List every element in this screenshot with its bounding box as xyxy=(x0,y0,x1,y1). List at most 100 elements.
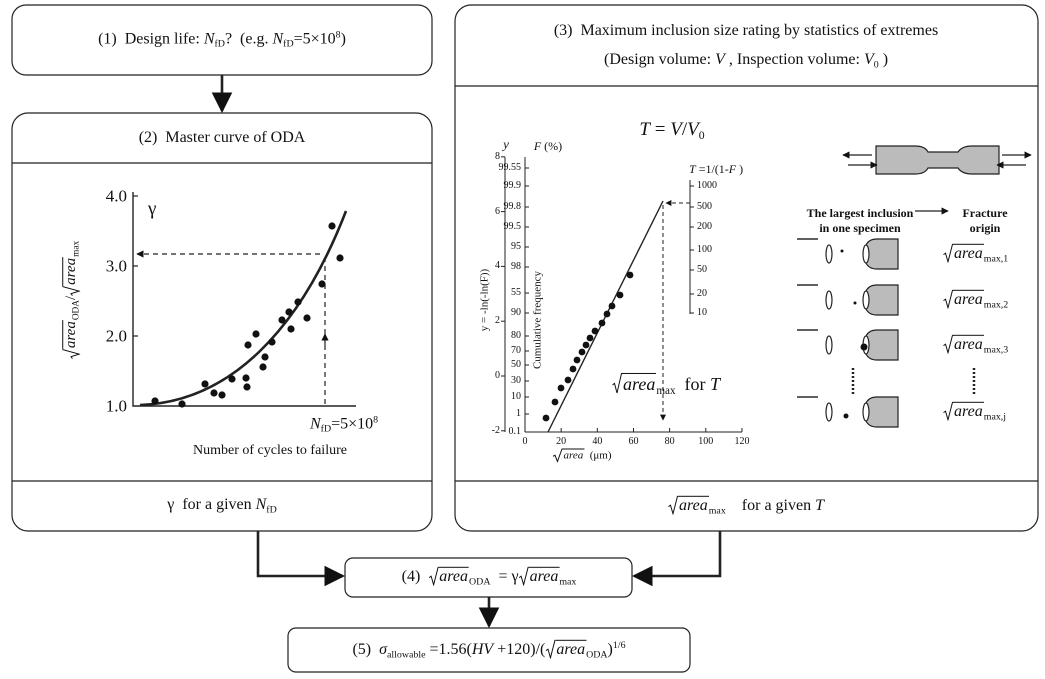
text-part: , Inspection volume: xyxy=(724,50,864,68)
text-part: y = -ln(-ln(F)) xyxy=(478,268,491,332)
y-tick-label: 8 xyxy=(495,151,500,162)
t-tick-label: 50 xyxy=(697,265,707,275)
step-3-footer: areamax for a given T xyxy=(668,495,825,516)
text-part: / xyxy=(63,295,80,301)
text-part: 6 xyxy=(495,205,500,217)
text-part: area xyxy=(678,496,708,514)
text-part: T xyxy=(710,373,721,394)
text-part: N xyxy=(255,495,267,513)
radical-stroke xyxy=(943,334,953,354)
text-part: (3) Maximum inclusion size rating by sta… xyxy=(553,22,939,39)
radical-stroke xyxy=(62,285,81,296)
inclusion xyxy=(843,413,849,419)
text-part: 0.1 xyxy=(508,426,522,437)
section xyxy=(825,402,833,422)
text-part: 2.0 xyxy=(105,326,127,346)
grip xyxy=(865,238,899,270)
text-part: 55 xyxy=(511,287,521,298)
text-part: =5×10 xyxy=(293,30,336,48)
radical-sign xyxy=(612,372,622,394)
text-part: for a given xyxy=(725,496,816,514)
section xyxy=(825,290,833,310)
step-5-text: (5) σallowable =1.56(HV +120)/(areaODA)1… xyxy=(352,639,626,660)
section xyxy=(862,244,870,264)
text-part: max,1 xyxy=(983,253,1009,265)
text-part: ODA xyxy=(469,576,491,588)
text-part: max xyxy=(559,576,577,588)
text-part: area xyxy=(63,321,80,349)
x-axis-label: area (μm) xyxy=(552,448,612,463)
section xyxy=(825,335,833,355)
text-part: (μm) xyxy=(584,449,612,462)
y-tick-label: 2 xyxy=(495,316,500,326)
radical-sign xyxy=(943,243,953,263)
text-part: 40 xyxy=(592,436,603,447)
text-part: 98 xyxy=(511,261,521,272)
text-part: (5) xyxy=(352,640,380,658)
text-part: 0 xyxy=(873,59,879,71)
radical: area xyxy=(552,448,585,463)
y-axis-label: areaODA/areamax xyxy=(62,241,82,359)
text-part: F xyxy=(533,139,542,153)
text-part: 99.8 xyxy=(503,201,522,212)
radical-stroke xyxy=(943,289,953,309)
f-tick-label: 99.8 xyxy=(504,202,522,212)
text-part: =5×10 xyxy=(331,415,374,433)
text-part: ) xyxy=(736,162,744,176)
inclusion-size-label: areamax,3 xyxy=(943,334,1008,355)
text-part: 80 xyxy=(664,436,675,447)
return-period-formula: T = V/V0 xyxy=(639,120,704,142)
grip xyxy=(865,396,899,428)
text-part: Number of cycles to failure xyxy=(193,443,347,458)
y-tick-label: 2.0 xyxy=(106,328,127,345)
heading: in one specimen xyxy=(819,222,900,234)
f-axis-title: F (%) xyxy=(534,140,562,152)
f-tick-label: 10 xyxy=(511,392,521,402)
text-part: fD xyxy=(266,504,277,516)
text-part: 0 xyxy=(495,370,500,381)
text-part: N xyxy=(310,415,321,433)
text-part: 20 xyxy=(697,288,707,299)
x-tick-label: 20 xyxy=(556,437,566,447)
flow-arrows xyxy=(211,75,722,629)
text-part: 100 xyxy=(697,244,712,255)
text-part: 200 xyxy=(697,221,712,232)
text-part: 4 xyxy=(495,260,500,272)
x-tick-label: 120 xyxy=(734,437,749,447)
y-tick-label: -2 xyxy=(492,425,500,436)
text-part: area xyxy=(954,290,983,308)
area-max-annotation: areamax for T xyxy=(612,372,721,397)
text-part: = xyxy=(490,567,512,585)
text-part: T xyxy=(815,496,825,514)
text-part: 99.55 xyxy=(498,162,522,173)
text-part: (2) Master curve of ODA xyxy=(138,129,306,146)
text-part: =1.56 xyxy=(425,640,467,658)
f-tick-label: 80 xyxy=(511,331,521,341)
text-part: area xyxy=(954,335,983,353)
radical: area xyxy=(943,243,984,263)
text-part: area xyxy=(623,373,656,394)
step-1-text: (1) Design life: NfD? (e.g. NfD=5×108) xyxy=(98,30,346,49)
radical-stroke xyxy=(943,243,953,263)
y-axis-label: y = -ln(-ln(F)) xyxy=(478,268,491,332)
heading: Fracture xyxy=(962,207,1007,219)
text-part: (Design volume: xyxy=(603,50,716,68)
text-part: (1) Design life: xyxy=(98,30,204,48)
text-part: Cumulative frequency xyxy=(531,270,544,370)
f-tick-label: 55 xyxy=(511,288,521,298)
radical-stroke xyxy=(668,495,678,515)
y-tick-label: 6 xyxy=(495,205,500,217)
text-part: Fracture xyxy=(962,206,1008,220)
text-part: 8 xyxy=(335,29,341,41)
radical-sign xyxy=(62,285,81,296)
text-part: ( xyxy=(540,640,546,658)
text-part: origin xyxy=(969,221,1001,235)
master-curve-chart xyxy=(132,192,356,408)
inclusion xyxy=(840,249,844,253)
step-4-text: (4) areaODA = γ areamax xyxy=(402,566,577,588)
text-part: area xyxy=(954,402,983,420)
radical-sign xyxy=(545,639,556,659)
x-tick-label: 80 xyxy=(665,437,675,447)
text-part: = xyxy=(649,119,671,141)
